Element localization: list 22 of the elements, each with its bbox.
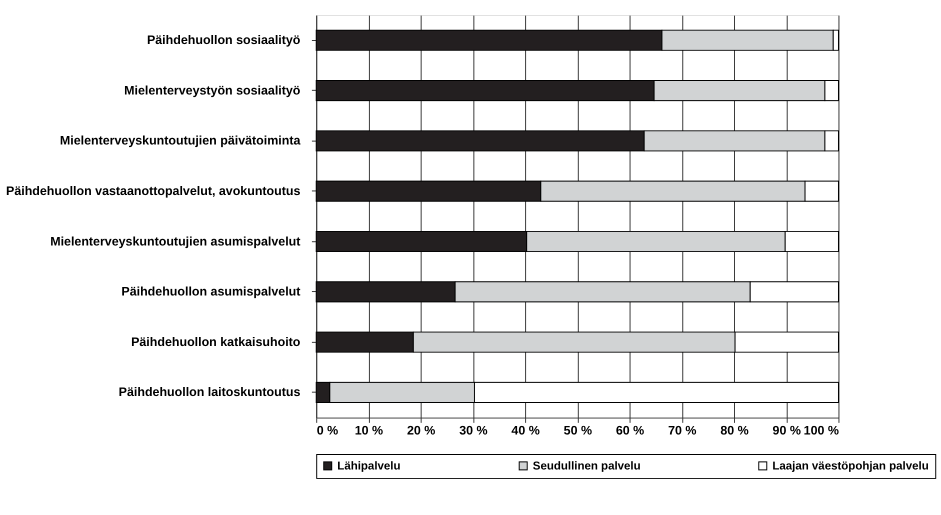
- x-tick-label: 40 %: [511, 423, 540, 438]
- x-tick-label: 0 %: [316, 423, 338, 438]
- x-tick-label: 70 %: [668, 423, 696, 438]
- y-tick-label: Päihdehuollon asumispalvelut: [121, 284, 300, 299]
- x-tick-label: 20 %: [406, 423, 436, 438]
- legend-label: Laajan väestöpohjan palvelu: [772, 460, 929, 473]
- y-tick-label: Mielenterveyskuntoutujien asumispalvelut: [50, 234, 300, 248]
- x-tick-label: 50 %: [564, 423, 592, 438]
- legend-label: Seudullinen palvelu: [532, 460, 641, 473]
- y-tick-label: Päihdehuollon laitoskuntoutus: [118, 385, 300, 400]
- legend-label: Lähipalvelu: [337, 460, 400, 473]
- y-tick-label: Mielenterveystyön sosiaalityö: [124, 83, 301, 98]
- y-tick-label: Päihdehuollon katkaisuhoito: [131, 334, 301, 349]
- y-tick-label: Mielenterveyskuntoutujien päivätoiminta: [60, 134, 300, 148]
- y-tick-label: Päihdehuollon sosiaalityö: [146, 33, 301, 48]
- x-tick-label: 30 %: [459, 423, 488, 438]
- x-tick-label: 90 %: [772, 423, 801, 438]
- x-tick-label: 10 %: [354, 423, 384, 438]
- y-tick-label: Päihdehuollon vastaanottopalvelut, avokuntoutus: [6, 184, 300, 198]
- x-tick-label: 60 %: [616, 423, 644, 438]
- x-tick-label: 80 %: [720, 423, 749, 438]
- x-tick-label: 100 %: [804, 423, 839, 438]
